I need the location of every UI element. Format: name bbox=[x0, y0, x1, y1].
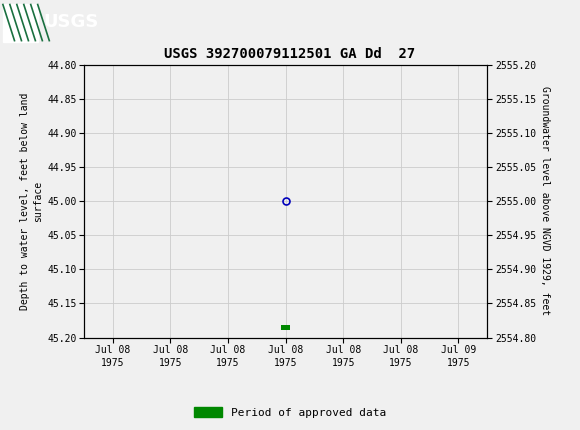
Text: USGS 392700079112501 GA Dd  27: USGS 392700079112501 GA Dd 27 bbox=[164, 47, 416, 61]
Y-axis label: Groundwater level above NGVD 1929, feet: Groundwater level above NGVD 1929, feet bbox=[540, 86, 550, 316]
Bar bbox=[3, 3, 38, 42]
Y-axis label: Depth to water level, feet below land
surface: Depth to water level, feet below land su… bbox=[20, 92, 43, 310]
Text: USGS: USGS bbox=[44, 12, 99, 31]
Legend: Period of approved data: Period of approved data bbox=[190, 403, 390, 422]
Bar bbox=[281, 325, 290, 330]
